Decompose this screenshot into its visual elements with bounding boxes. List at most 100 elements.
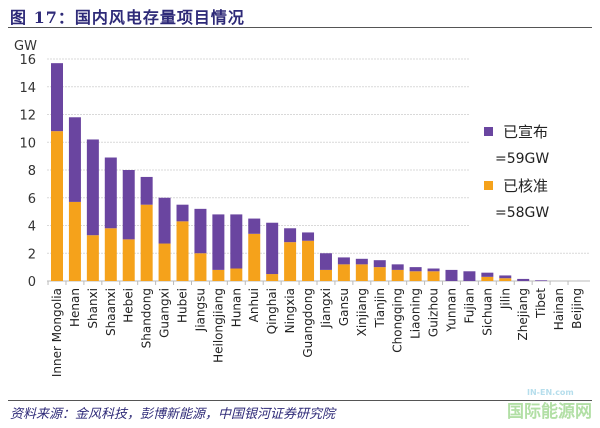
bar-announced bbox=[248, 218, 261, 234]
x-tick-label: Jilin bbox=[498, 288, 512, 310]
x-tick-label: Shandong bbox=[140, 288, 154, 348]
bar-announced bbox=[373, 260, 386, 268]
bar-approved bbox=[499, 278, 512, 281]
x-tick-label: Henan bbox=[68, 288, 82, 327]
bar-announced bbox=[302, 232, 315, 241]
x-tick-label: Hubei bbox=[176, 288, 190, 323]
x-tick-label: Shanxi bbox=[86, 288, 100, 329]
bar-approved bbox=[51, 131, 63, 281]
bar-announced bbox=[122, 170, 135, 240]
title-divider bbox=[8, 27, 592, 28]
bar-announced bbox=[481, 272, 494, 277]
x-tick-label: Sichuan bbox=[480, 288, 494, 336]
bar-announced bbox=[176, 204, 189, 222]
x-tick-label: Hainan bbox=[552, 288, 566, 330]
x-tick-label: Anhui bbox=[247, 288, 261, 322]
legend-total-approved: =58GW bbox=[495, 205, 549, 221]
x-tick-label: Jiangxi bbox=[319, 288, 333, 329]
y-axis-label: GW bbox=[14, 39, 37, 54]
bar-approved bbox=[86, 235, 99, 281]
x-tick-label: Fujian bbox=[462, 288, 476, 323]
bar-announced bbox=[194, 208, 207, 254]
bar-approved bbox=[104, 228, 117, 281]
bar-approved bbox=[212, 269, 225, 281]
bar-approved bbox=[481, 276, 494, 281]
y-tick-label: 10 bbox=[19, 136, 36, 151]
bar-announced bbox=[535, 280, 548, 281]
watermark-domain: IN-EN.com bbox=[527, 388, 574, 397]
source-note: 资料来源：金风科技，彭博新能源，中国银河证券研究院 bbox=[10, 407, 336, 422]
x-tick-label: Shaanxi bbox=[104, 288, 118, 336]
bar-approved bbox=[68, 201, 81, 281]
y-tick-label: 14 bbox=[19, 81, 36, 96]
x-tick-label: Hunan bbox=[229, 288, 243, 327]
bar-approved bbox=[158, 243, 171, 281]
x-tick-label: Ningxia bbox=[283, 288, 297, 333]
y-tick-label: 2 bbox=[28, 247, 36, 262]
y-tick-label: 8 bbox=[28, 164, 36, 179]
x-tick-label: Tibet bbox=[534, 288, 548, 319]
watermark-logo: IN-EN.com 国际能源网 bbox=[507, 388, 592, 422]
bar-announced bbox=[319, 253, 332, 270]
bar-announced bbox=[68, 117, 81, 202]
y-tick-label: 12 bbox=[19, 109, 36, 124]
bar-approved bbox=[140, 204, 153, 281]
y-tick-label: 4 bbox=[28, 220, 36, 235]
source-divider bbox=[8, 400, 592, 401]
x-tick-label: Tianjin bbox=[373, 288, 387, 329]
y-tick-label: 16 bbox=[19, 53, 36, 68]
x-tick-label: Qinghai bbox=[265, 288, 279, 334]
bar-announced bbox=[409, 267, 422, 272]
bar-announced bbox=[140, 176, 153, 205]
bar-approved bbox=[230, 268, 243, 281]
x-tick-label: Jiangsu bbox=[193, 288, 207, 332]
x-tick-label: Liaoning bbox=[409, 288, 423, 339]
x-tick-label: Hebei bbox=[122, 288, 136, 323]
legend-label-announced: 已宣布 bbox=[503, 123, 548, 141]
x-tick-label: Beijing bbox=[570, 288, 584, 329]
figure-title: 图 17：国内风电存量项目情况 bbox=[10, 8, 245, 27]
bar-approved bbox=[248, 233, 261, 281]
bar-announced bbox=[337, 257, 350, 265]
bar-announced bbox=[517, 278, 530, 281]
legend-swatch-approved bbox=[484, 181, 493, 190]
bar-approved bbox=[355, 264, 368, 281]
x-tick-label: Xinjiang bbox=[355, 288, 369, 336]
bar-approved bbox=[337, 264, 350, 281]
bar-announced bbox=[391, 264, 404, 270]
x-tick-label: Guizhou bbox=[427, 288, 441, 337]
bar-approved bbox=[373, 267, 386, 281]
bar-approved bbox=[122, 239, 135, 281]
y-tick-label: 6 bbox=[28, 192, 36, 207]
bar-approved bbox=[391, 269, 404, 281]
bar-announced bbox=[266, 222, 279, 275]
legend-swatch-announced bbox=[484, 127, 493, 136]
bar-announced bbox=[463, 271, 476, 281]
legend-label-approved: 已核准 bbox=[503, 177, 548, 195]
x-tick-label: Yunnan bbox=[444, 288, 458, 333]
bar-announced bbox=[158, 197, 171, 244]
x-tick-label: Guangxi bbox=[158, 288, 172, 338]
bar-announced bbox=[427, 268, 440, 272]
bar-approved bbox=[427, 271, 440, 281]
x-tick-label: Guangdong bbox=[301, 288, 315, 358]
bar-approved bbox=[409, 271, 422, 281]
legend-total-announced: =59GW bbox=[495, 151, 549, 167]
bar-announced bbox=[104, 157, 117, 229]
y-tick-label: 0 bbox=[28, 275, 36, 290]
x-tick-label: Gansu bbox=[337, 288, 351, 326]
bar-approved bbox=[319, 269, 332, 281]
bar-approved bbox=[266, 274, 279, 281]
bar-approved bbox=[284, 242, 297, 281]
bar-announced bbox=[284, 228, 297, 243]
bar-approved bbox=[194, 253, 207, 281]
bar-approved bbox=[176, 221, 189, 281]
bar-announced bbox=[355, 258, 368, 265]
bar-announced bbox=[499, 275, 512, 279]
bar-announced bbox=[51, 63, 63, 132]
bar-announced bbox=[212, 214, 225, 270]
bar-announced bbox=[230, 214, 243, 269]
x-tick-label: Inner Mongolia bbox=[50, 288, 64, 377]
